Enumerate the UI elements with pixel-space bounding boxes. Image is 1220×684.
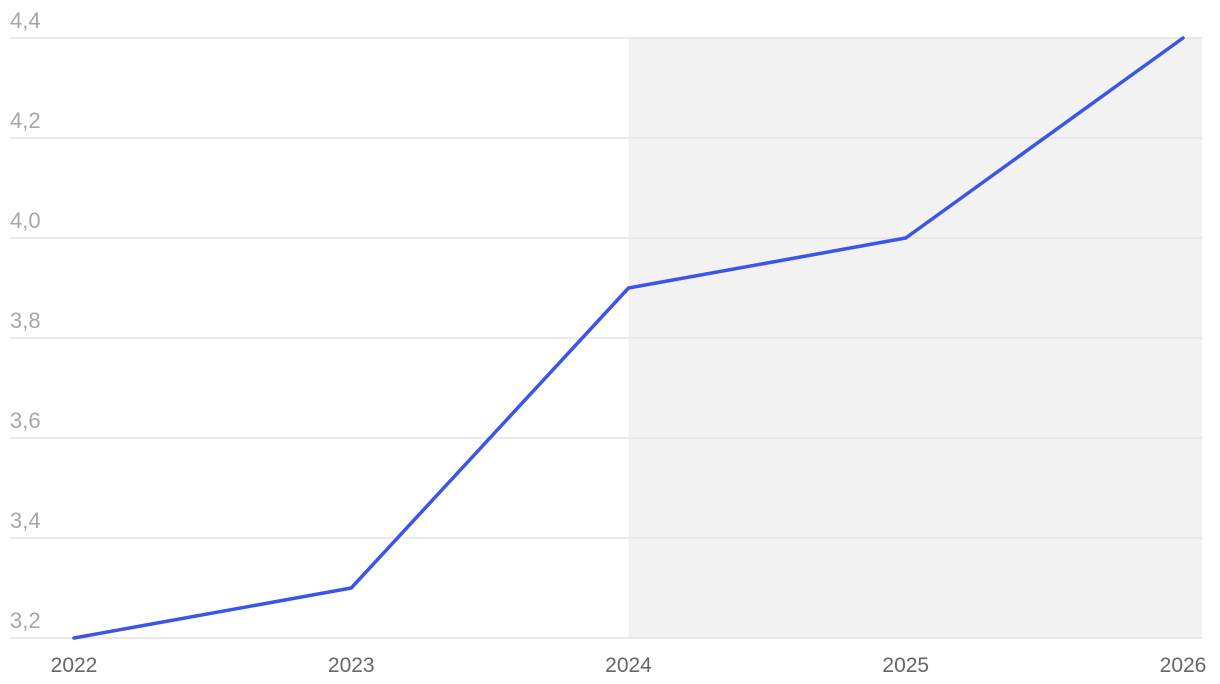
x-tick-label: 2025 — [882, 654, 929, 677]
y-tick-label: 4,0 — [10, 208, 41, 233]
x-tick-label: 2026 — [1160, 654, 1207, 677]
y-tick-label: 3,2 — [10, 608, 41, 633]
y-tick-label: 4,2 — [10, 108, 41, 133]
y-tick-label: 3,6 — [10, 408, 41, 433]
x-tick-label: 2024 — [605, 654, 652, 677]
line — [72, 36, 1185, 640]
x-tick-label: 2022 — [51, 654, 98, 677]
x-tick-label: 2023 — [328, 654, 375, 677]
y-tick-label: 3,4 — [10, 508, 41, 533]
y-tick-label: 4,4 — [10, 8, 41, 33]
y-tick-label: 3,8 — [10, 308, 41, 333]
